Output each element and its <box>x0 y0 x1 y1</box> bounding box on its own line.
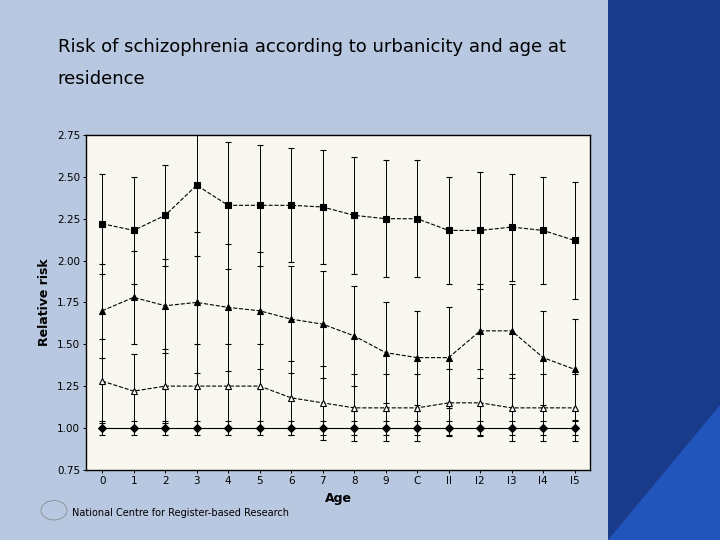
Text: residence: residence <box>58 70 145 88</box>
Y-axis label: Relative risk: Relative risk <box>38 259 51 346</box>
X-axis label: Age: Age <box>325 491 352 504</box>
Text: Risk of schizophrenia according to urbanicity and age at: Risk of schizophrenia according to urban… <box>58 38 566 56</box>
Text: National Centre for Register-based Research: National Centre for Register-based Resea… <box>72 508 289 518</box>
